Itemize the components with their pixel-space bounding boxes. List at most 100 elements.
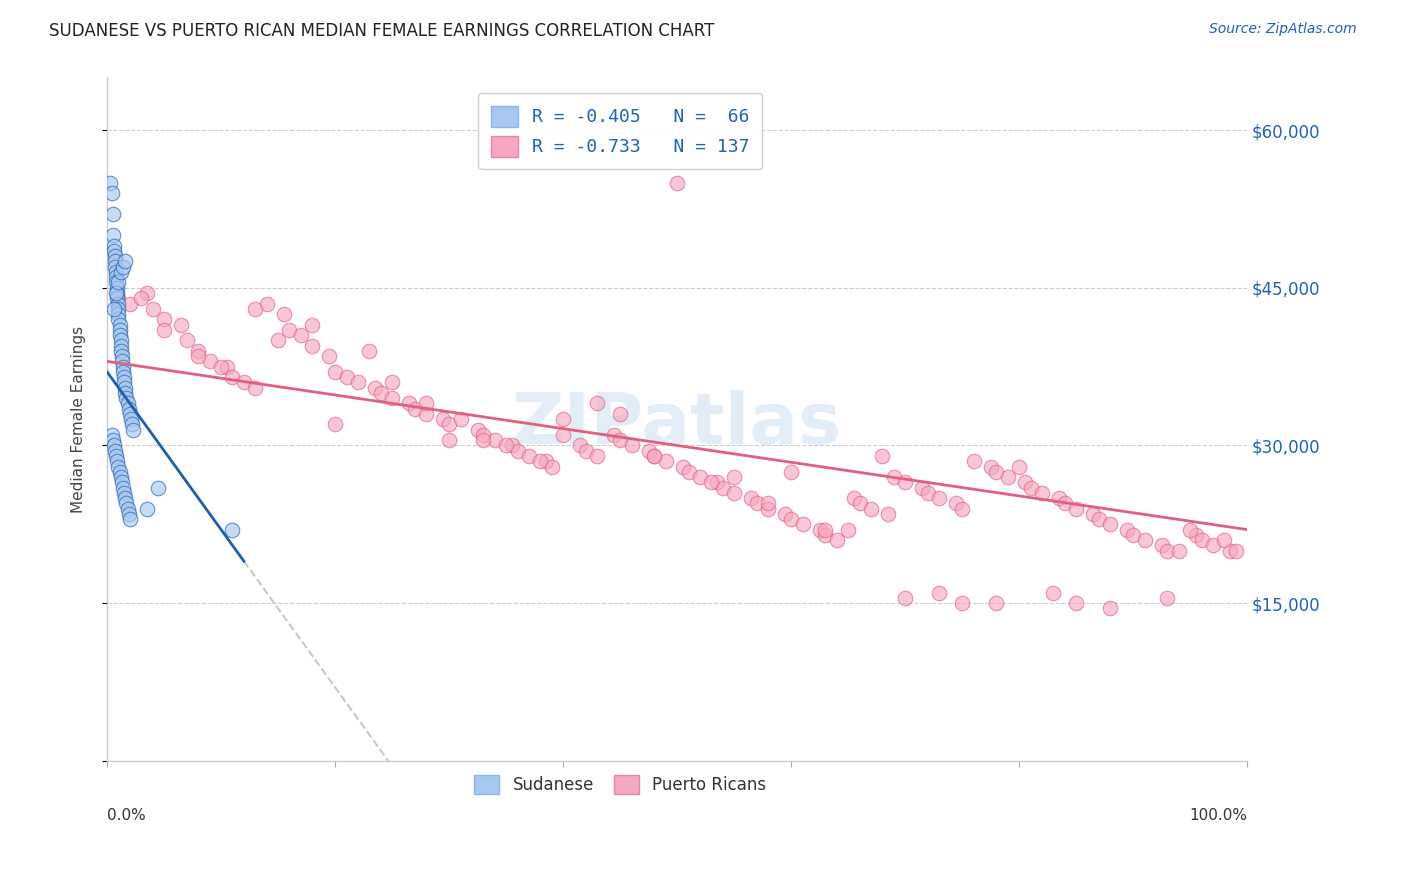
Point <box>136 501 159 516</box>
Point <box>643 449 665 463</box>
Point <box>706 475 728 490</box>
Legend: Sudanese, Puerto Ricans: Sudanese, Puerto Ricans <box>467 768 773 800</box>
Point <box>364 381 387 395</box>
Point <box>107 301 129 316</box>
Point <box>877 507 900 521</box>
Point <box>666 176 689 190</box>
Point <box>359 343 381 358</box>
Point <box>643 449 665 463</box>
Point <box>1042 585 1064 599</box>
Point <box>112 365 135 379</box>
Point <box>723 470 745 484</box>
Point <box>245 381 267 395</box>
Point <box>118 407 141 421</box>
Point <box>1122 528 1144 542</box>
Point <box>323 365 346 379</box>
Point <box>104 249 127 263</box>
Point <box>114 385 136 400</box>
Point <box>122 423 145 437</box>
Point <box>472 428 495 442</box>
Point <box>950 596 973 610</box>
Point <box>553 412 575 426</box>
Point <box>517 449 540 463</box>
Text: 100.0%: 100.0% <box>1189 808 1247 823</box>
Point <box>110 338 132 352</box>
Point <box>120 412 142 426</box>
Point <box>1202 538 1225 552</box>
Point <box>118 296 141 310</box>
Point <box>986 465 1008 479</box>
Y-axis label: Median Female Earnings: Median Female Earnings <box>72 326 86 513</box>
Point <box>780 465 803 479</box>
Point <box>100 186 122 200</box>
Point <box>105 270 128 285</box>
Point <box>323 417 346 432</box>
Point <box>101 207 124 221</box>
Point <box>1167 543 1189 558</box>
Point <box>883 470 905 484</box>
Point <box>1088 512 1111 526</box>
Point <box>1099 517 1122 532</box>
Point <box>859 501 882 516</box>
Point <box>569 438 592 452</box>
Point <box>1150 538 1173 552</box>
Point <box>529 454 551 468</box>
Point <box>723 485 745 500</box>
Point <box>1031 485 1053 500</box>
Point <box>111 475 134 490</box>
Point <box>176 334 198 348</box>
Point <box>950 501 973 516</box>
Point <box>347 376 370 390</box>
Point <box>398 396 420 410</box>
Point <box>655 454 678 468</box>
Point <box>620 438 643 452</box>
Point <box>381 376 404 390</box>
Point <box>756 496 779 510</box>
Point <box>117 501 139 516</box>
Point <box>467 423 489 437</box>
Point <box>437 417 460 432</box>
Point <box>209 359 232 374</box>
Point <box>586 396 609 410</box>
Point <box>814 523 837 537</box>
Point <box>105 285 128 300</box>
Point <box>775 507 797 521</box>
Point <box>672 459 695 474</box>
Point <box>506 443 529 458</box>
Point <box>110 334 132 348</box>
Point <box>404 401 426 416</box>
Point <box>872 449 894 463</box>
Point <box>370 385 392 400</box>
Point <box>256 296 278 310</box>
Point <box>105 285 128 300</box>
Point <box>825 533 848 548</box>
Point <box>894 591 917 605</box>
Point <box>437 434 460 448</box>
Point <box>740 491 762 505</box>
Text: ZIPatlas: ZIPatlas <box>512 390 842 459</box>
Point <box>603 428 626 442</box>
Point <box>586 449 609 463</box>
Point <box>553 428 575 442</box>
Point <box>136 285 159 300</box>
Point <box>842 491 865 505</box>
Point <box>1225 543 1247 558</box>
Point <box>153 312 176 326</box>
Point <box>108 328 131 343</box>
Point <box>290 328 312 343</box>
Point <box>103 301 125 316</box>
Point <box>837 523 859 537</box>
Point <box>575 443 598 458</box>
Point <box>121 417 143 432</box>
Point <box>112 376 135 390</box>
Point <box>1008 459 1031 474</box>
Point <box>221 523 243 537</box>
Point <box>1019 481 1042 495</box>
Point <box>917 485 939 500</box>
Point <box>756 501 779 516</box>
Point <box>215 359 238 374</box>
Point <box>100 176 122 190</box>
Point <box>115 496 138 510</box>
Point <box>980 459 1002 474</box>
Point <box>894 475 917 490</box>
